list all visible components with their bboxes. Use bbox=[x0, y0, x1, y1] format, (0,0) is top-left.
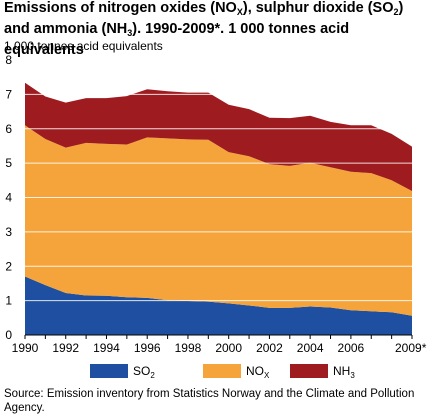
x-tick-label: 1992 bbox=[52, 341, 79, 355]
y-tick-label: 0 bbox=[5, 328, 12, 342]
y-axis-unit-label: 1 000 tonnes acid equivalents bbox=[4, 39, 163, 53]
y-tick-label: 1 bbox=[5, 294, 12, 308]
y-tick-label: 8 bbox=[5, 53, 12, 67]
y-tick-label: 3 bbox=[5, 225, 12, 239]
x-tick-label: 2004 bbox=[297, 341, 324, 355]
x-tick-label: 1990 bbox=[12, 341, 39, 355]
y-tick-label: 4 bbox=[5, 191, 12, 205]
x-tick-label: 1998 bbox=[175, 341, 202, 355]
area-so2 bbox=[25, 276, 412, 335]
y-tick-label: 7 bbox=[5, 87, 12, 101]
area-nh3 bbox=[25, 82, 412, 191]
x-tick-label: 2000 bbox=[215, 341, 242, 355]
x-tick-label: 1994 bbox=[93, 341, 120, 355]
y-tick-label: 2 bbox=[5, 259, 12, 273]
y-tick-label: 6 bbox=[5, 122, 12, 136]
source-note: Source: Emission inventory from Statisti… bbox=[4, 388, 415, 414]
x-tick-label: 1996 bbox=[134, 341, 161, 355]
area-nox bbox=[25, 125, 412, 316]
x-tick-label: 2002 bbox=[256, 341, 283, 355]
x-tick-label: 2009* bbox=[395, 341, 427, 355]
x-tick-label: 2006 bbox=[338, 341, 365, 355]
y-tick-label: 5 bbox=[5, 156, 12, 170]
chart-title: Emissions of nitrogen oxides (NOX), sulp… bbox=[4, 0, 404, 58]
